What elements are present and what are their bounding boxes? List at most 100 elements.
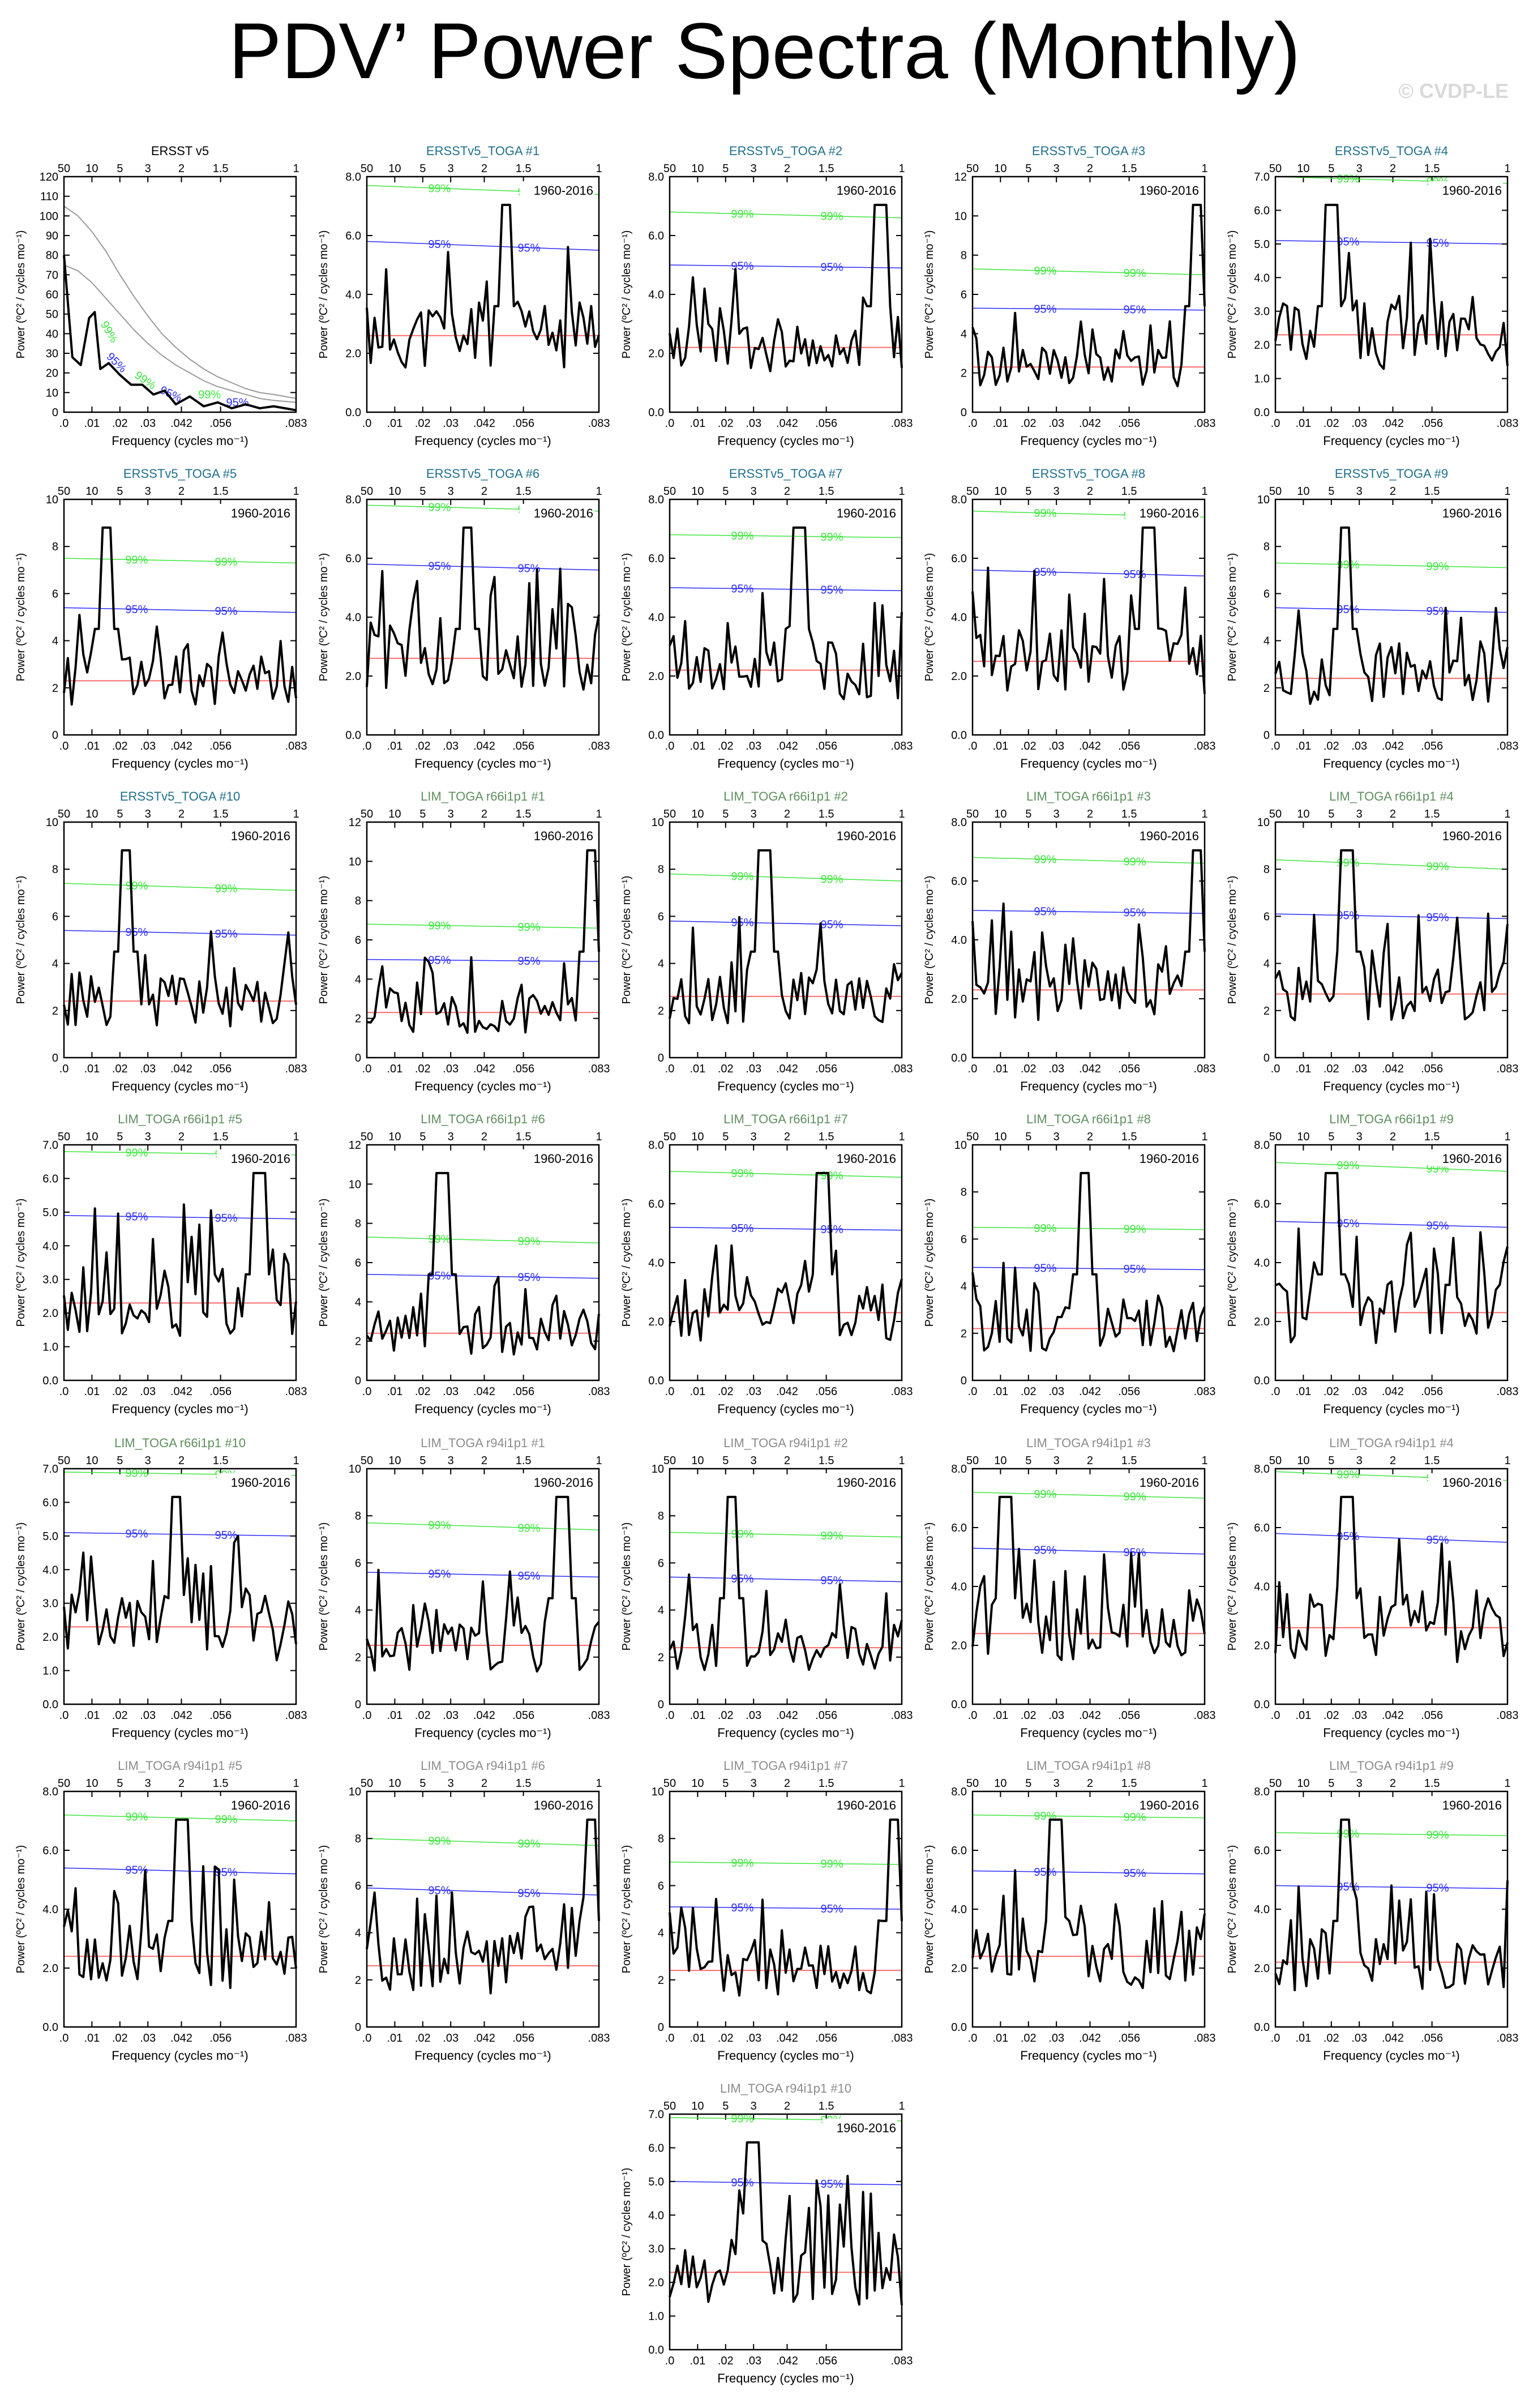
x-tick-label: .0 [59, 1063, 69, 1075]
y-tick-label: 8.0 [951, 1786, 967, 1798]
top-tick-label: 5 [1025, 1455, 1031, 1467]
top-tick-label: 1.5 [213, 162, 229, 175]
x-tick-label: .042 [1079, 740, 1101, 752]
x-tick-label: .03 [140, 2032, 156, 2045]
label-99: 99% [428, 919, 451, 932]
x-tick-label: .0 [1271, 1385, 1280, 1398]
spectrum-line [971, 1495, 1206, 1661]
top-tick-label: 1.5 [516, 1131, 532, 1143]
top-tick-label: 5 [419, 1131, 426, 1143]
top-tick-label: 50 [58, 485, 70, 498]
y-tick-label: 2.0 [951, 1640, 967, 1652]
spectrum-line [1274, 849, 1509, 1021]
panel-title: LIM_TOGA r66i1p1 #1 [421, 789, 545, 803]
period-label: 1960-2016 [837, 506, 896, 520]
y-tick-label: 6.0 [648, 1198, 664, 1211]
x-tick-label: .056 [815, 2032, 837, 2045]
x-tick-label: .02 [1021, 740, 1037, 752]
x-tick-label: .083 [588, 740, 610, 752]
top-tick-label: 1 [1201, 1777, 1207, 1790]
period-label: 1960-2016 [837, 2121, 896, 2135]
period-label-bg [1125, 181, 1200, 198]
x-tick-label: .056 [209, 2032, 232, 2045]
confidence-99-line [1275, 1162, 1508, 1172]
label-95: 95% [428, 1568, 451, 1581]
y-tick-label: 0 [658, 1699, 664, 1711]
y-tick-label: 6 [355, 1257, 361, 1269]
x-tick-label: .042 [1079, 2032, 1101, 2045]
top-tick-label: 10 [85, 485, 98, 498]
top-tick-label: 1.5 [1424, 808, 1440, 820]
x-tick-label: .01 [84, 740, 100, 752]
label-99: 99% [125, 880, 148, 892]
confidence-99-line [1275, 1832, 1508, 1836]
top-tick-label: 3 [1356, 808, 1363, 820]
period-label-bg [1428, 181, 1503, 198]
label-95: 95% [1034, 906, 1056, 918]
label-95: 95% [820, 262, 843, 274]
y-tick-label: 0.0 [951, 729, 967, 742]
x-tick-label: .083 [285, 2032, 307, 2045]
label-95: 95% [1337, 236, 1359, 249]
label-95: 95% [1337, 1881, 1359, 1893]
label-99: 99% [198, 389, 221, 401]
x-axis-label: Frequency (cycles mo⁻¹) [1323, 1726, 1459, 1740]
y-tick-label: 6.0 [951, 1845, 967, 1857]
x-tick-label: .056 [209, 1385, 232, 1398]
period-label-bg [217, 504, 292, 521]
spectrum-panel: LIM_TOGA r66i1p1 #1 50 10 5 3 2 1.5 1 95% 95% 99% 9… [318, 789, 610, 1093]
x-tick-label: .083 [1497, 417, 1519, 430]
x-tick-label: .0 [362, 1063, 372, 1075]
label-95: 95% [731, 583, 753, 596]
x-tick-label: .03 [1351, 1709, 1367, 1722]
y-tick-label: 2.0 [42, 1307, 58, 1320]
x-tick-label: .083 [891, 2355, 913, 2367]
label-99: 99% [1034, 265, 1056, 277]
top-tick-label: 5 [117, 162, 123, 175]
top-tick-label: 5 [722, 1777, 729, 1790]
spectrum-panel: LIM_TOGA r66i1p1 #850 10 5 3 2 1.5 195% 95%99% 9… [923, 1112, 1215, 1416]
y-tick-label: 8 [355, 1510, 361, 1522]
x-axis-label: Frequency (cycles mo⁻¹) [414, 1402, 551, 1416]
panel-title: LIM_TOGA r94i1p1 #5 [118, 1759, 242, 1773]
y-tick-label: 2.0 [1254, 1640, 1270, 1652]
x-tick-label: .02 [112, 1063, 128, 1075]
x-tick-label: .03 [443, 740, 459, 752]
y-tick-label: 4 [355, 973, 361, 986]
top-tick-label: 10 [388, 1131, 401, 1143]
x-axis-label: Frequency (cycles mo⁻¹) [717, 1079, 854, 1093]
x-tick-label: .042 [776, 1709, 798, 1722]
label-99: 99% [731, 208, 753, 221]
panel-title: ERSSTv5_TOGA #8 [1032, 467, 1145, 481]
x-tick-label: .0 [968, 740, 978, 752]
plot-frame [63, 498, 297, 736]
x-tick-label: .0 [665, 1709, 675, 1722]
period-label-bg [823, 2119, 897, 2136]
x-tick-label: .056 [1421, 1063, 1443, 1075]
top-tick-label: 3 [448, 1777, 454, 1790]
spectrum-panel: LIM_TOGA r94i1p1 #9 50 10 5 3 2 1.5 1 95% 95% 99% 9… [1226, 1759, 1518, 2063]
x-tick-label: .0 [665, 1385, 675, 1398]
y-tick-label: 7.0 [42, 1463, 58, 1475]
spectrum-line [669, 1818, 903, 1997]
top-tick-label: 1.5 [1121, 162, 1137, 175]
label-99: 99% [1123, 1224, 1146, 1236]
top-tick-label: 2 [1087, 808, 1093, 820]
x-tick-label: .02 [1324, 2032, 1339, 2045]
y-tick-label: 7.0 [42, 1139, 58, 1152]
y-tick-label: 6 [658, 1880, 664, 1892]
plot-frame [669, 2113, 903, 2351]
top-tick-label: 50 [361, 1777, 373, 1790]
top-tick-label: 5 [722, 485, 729, 498]
top-tick-label: 1 [1504, 485, 1510, 498]
y-tick-label: 8.0 [648, 1139, 664, 1152]
x-tick-label: .03 [746, 1063, 761, 1075]
plot-frame [669, 1790, 903, 2028]
y-tick-label: 2 [355, 1336, 361, 1348]
x-tick-label: .01 [84, 1063, 100, 1075]
spectrum-line [971, 203, 1206, 388]
label-99: 99% [98, 319, 120, 345]
top-tick-label: 5 [722, 2100, 729, 2112]
confidence-95-line [669, 1906, 902, 1910]
